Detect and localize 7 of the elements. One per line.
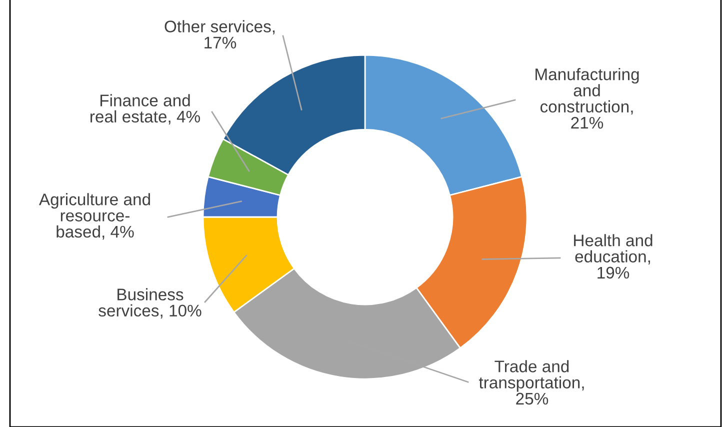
slice-label: Other services, 17% (164, 20, 275, 48)
slice-label: Manufacturing and construction, 21% (536, 68, 639, 129)
slice-label: Health and education, 19% (574, 234, 652, 279)
slice-label: Finance and real estate, 4% (90, 94, 200, 125)
slice-label: Trade and transportation, 25% (478, 360, 584, 405)
slice-label: Agriculture and resource- based, 4% (38, 193, 150, 240)
slice-label: Business services, 10% (98, 288, 202, 319)
